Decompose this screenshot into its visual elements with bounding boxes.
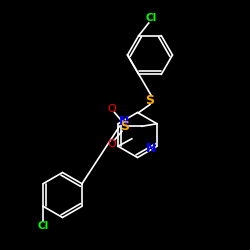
Text: N: N [146,142,156,155]
Text: Cl: Cl [38,221,49,231]
Text: Cl: Cl [146,13,157,23]
Text: O: O [108,139,116,149]
Text: S: S [146,94,154,106]
Text: N: N [119,115,130,128]
Text: S: S [120,120,129,133]
Text: O: O [108,104,116,114]
